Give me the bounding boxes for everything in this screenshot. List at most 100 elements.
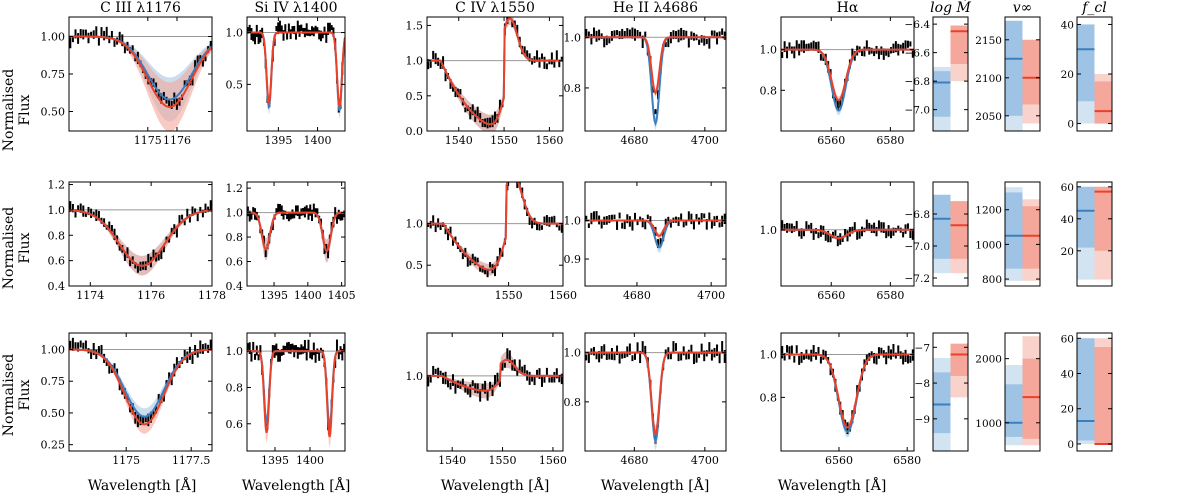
y-tick-label: 0.9 (564, 253, 582, 266)
y-tick-label: 1.0 (564, 31, 582, 44)
axes-frame (246, 332, 346, 452)
y-tick-label: 0.8 (226, 231, 244, 244)
line-panel-c3-row-1: 1174 1176 1178 0.4 0.6 0.8 1.0 1.2 (48, 179, 227, 302)
y-tick-label: 0.8 (48, 229, 66, 242)
y-tick-label: 20 (1061, 404, 1074, 416)
xlabel-col-4: Wavelength [Å] (778, 476, 887, 494)
x-tick-label: 6580 (876, 289, 904, 302)
red-model-line (427, 17, 563, 126)
line-panel-c3-row-2: 1175 1177.5 0.25 0.50 0.75 1.00 (41, 332, 213, 467)
y-tick-label: 0.5 (406, 90, 424, 103)
axes-frame (426, 332, 564, 452)
red-posterior-band (427, 182, 563, 276)
y-tick-label: 1.0 (226, 207, 244, 220)
axes-frame (932, 332, 969, 452)
y-tick-label: −7.2 (905, 273, 931, 285)
y-tick-label: 0.25 (41, 439, 66, 452)
xlabel-col-1: Wavelength [Å] (242, 476, 351, 494)
ylabel-main: Normalised (1, 207, 17, 289)
plot-area (247, 203, 345, 263)
line-panel-c4-row-0: 1540 1550 1560 0.0 0.5 1.0 1.5 C IV λ1550 (406, 0, 564, 147)
param-panel-vinf-row-1: 800 1000 1200 (975, 181, 1041, 287)
y-tick-label: 0.8 (760, 84, 778, 97)
line-panel-si4-row-0: 1395 1400 0.5 1.0 Si IV λ1400 (226, 0, 346, 147)
param-panel-vinf-row-0: 2050 2100 2150 v∞ (975, 0, 1041, 132)
y-tick-label: 1.00 (41, 343, 66, 356)
blue-inner-interval (933, 194, 951, 259)
line-panel-c4-row-2: 1540 1550 1560 1.0 (406, 332, 567, 467)
y-tick-label: 0.4 (48, 280, 66, 293)
y-tick-label: 0.4 (226, 280, 244, 293)
y-tick-label: 0.5 (406, 259, 424, 272)
x-tick-label: 1560 (535, 134, 563, 147)
x-tick-label: 1178 (198, 289, 226, 302)
blue-model-line (427, 182, 563, 271)
x-tick-label: 4700 (691, 134, 719, 147)
y-tick-label: 1000 (975, 239, 1002, 251)
y-tick-label: −6.8 (905, 76, 931, 88)
y-tick-label: 0.8 (760, 391, 778, 404)
y-tick-label: 0.8 (226, 381, 244, 394)
axes-frame (932, 16, 969, 132)
y-tick-label: −6.4 (905, 19, 931, 31)
ylabel-row-0: Normalised Flux (1, 69, 33, 151)
red-inner-interval (950, 343, 968, 376)
plot-area (69, 337, 212, 434)
axes-frame (68, 181, 213, 287)
line-panel-ha-row-1: 6560 6580 1.0 (760, 181, 915, 302)
line-panel-he2-row-2: 4680 4700 0.8 1.0 (564, 332, 727, 467)
blue-inner-interval (1005, 20, 1023, 116)
plot-area (585, 211, 726, 253)
y-tick-label: −7.0 (905, 241, 931, 253)
x-tick-label: 6560 (825, 454, 853, 467)
x-tick-label: 1560 (539, 454, 567, 467)
line-panel-he2-row-1: 4680 4700 0.9 1.0 (564, 181, 727, 302)
x-tick-label: 4680 (620, 454, 648, 467)
ylabel-main: Normalised (1, 69, 17, 151)
axes-frame (1004, 181, 1041, 287)
y-tick-label: 0.6 (226, 418, 244, 431)
y-tick-label: 0.75 (41, 375, 66, 388)
y-tick-label: 1.0 (406, 218, 424, 231)
red-posterior-band (427, 17, 563, 131)
x-tick-label: 4700 (697, 289, 725, 302)
x-tick-label: 1550 (489, 454, 517, 467)
axes-frame (584, 332, 727, 452)
axes-frame (1004, 332, 1041, 452)
axes-frame (780, 332, 915, 452)
x-tick-label: 1395 (264, 134, 292, 147)
red-inner-interval (1022, 39, 1040, 105)
line-panel-ha-row-2: 6560 6580 0.8 1.0 (760, 332, 921, 467)
red-model-line (781, 48, 914, 102)
plot-area (781, 219, 914, 247)
y-tick-label: 60 (1061, 182, 1074, 194)
param-panel-logmdot-row-0: −7.0 −6.8 −6.6 −6.4 log Ṁ (905, 0, 971, 132)
line-panel-si4-row-2: 1395 1400 0.6 0.8 1.0 (226, 332, 346, 467)
y-tick-label: 1.0 (406, 370, 424, 383)
y-tick-label: 800 (982, 274, 1002, 286)
y-tick-label: 0.8 (564, 82, 582, 95)
plot-area (247, 20, 345, 119)
axes-frame (1076, 181, 1113, 287)
red-posterior-band (247, 32, 345, 114)
param-panel-fcl-row-0: 0 20 40 f_cl (1061, 0, 1113, 132)
blue-model-line (781, 353, 914, 433)
param-title: log Ṁ (930, 0, 971, 16)
blue-inner-interval (1005, 384, 1023, 437)
y-tick-label: 0.6 (226, 256, 244, 269)
y-tick-label: 20 (1061, 69, 1074, 81)
y-tick-label: 1.0 (760, 44, 778, 57)
y-tick-label: −7.0 (905, 105, 931, 117)
line-panel-c3-row-0: 1175 1176 0.50 0.75 1.00 C III λ1176 (41, 0, 213, 147)
x-tick-label: 1174 (76, 289, 104, 302)
param-panel-vinf-row-2: 1000 2000 (975, 332, 1041, 452)
red-inner-interval (1022, 206, 1040, 269)
y-tick-label: 2150 (975, 35, 1002, 47)
panel-title: Si IV λ1400 (254, 0, 337, 16)
line-panel-c4-row-1: 1550 1560 0.5 1.0 (406, 181, 577, 302)
red-model-line (69, 35, 212, 108)
red-inner-interval (950, 201, 968, 259)
x-tick-label: 6580 (876, 134, 904, 147)
